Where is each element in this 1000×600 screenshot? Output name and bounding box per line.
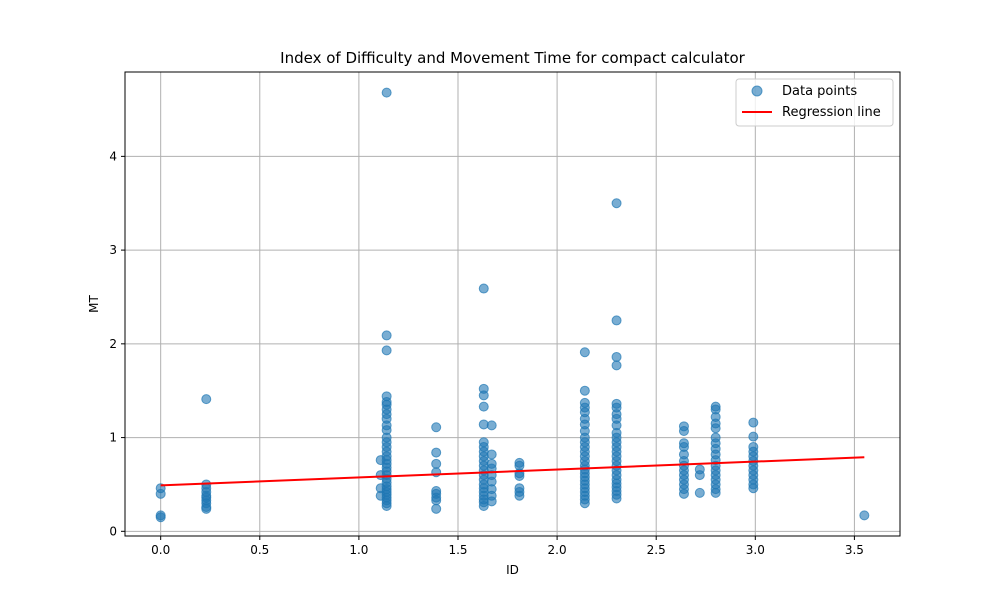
- data-point: [611, 198, 622, 209]
- data-point: [431, 447, 442, 458]
- y-tick-label: 4: [109, 149, 117, 163]
- data-point: [486, 420, 497, 431]
- x-tick-label: 0.0: [151, 543, 170, 557]
- data-point: [678, 421, 689, 432]
- data-point: [579, 397, 590, 408]
- y-tick-label: 1: [109, 431, 117, 445]
- data-point: [381, 330, 392, 341]
- grid: [125, 72, 900, 536]
- x-tick-label: 2.0: [548, 543, 567, 557]
- data-point: [694, 487, 705, 498]
- data-point: [478, 383, 489, 394]
- data-point: [678, 438, 689, 449]
- data-point: [155, 510, 166, 521]
- data-point: [579, 385, 590, 396]
- data-point: [694, 464, 705, 475]
- y-tick-label: 0: [109, 524, 117, 538]
- data-point: [381, 345, 392, 356]
- data-point: [611, 315, 622, 326]
- data-point: [486, 449, 497, 460]
- data-point: [478, 283, 489, 294]
- axis-ticks: 0.0 0.5 1.0 1.5 2.0 2.5 3.0 3.5 0 1 2 3 4: [109, 149, 864, 557]
- data-point: [431, 486, 442, 497]
- data-point: [859, 510, 870, 521]
- y-tick-label: 3: [109, 243, 117, 257]
- regression-line-group: [160, 456, 865, 487]
- regression-line: [160, 456, 865, 487]
- data-point: [201, 394, 212, 405]
- data-point: [431, 422, 442, 433]
- x-axis-label: ID: [506, 563, 519, 577]
- legend-box: [735, 78, 894, 127]
- legend-marker-data-points: [751, 85, 763, 97]
- plot-area-frame: [124, 71, 901, 537]
- data-point: [381, 87, 392, 98]
- data-point: [431, 503, 442, 514]
- x-tick-label: 1.5: [448, 543, 467, 557]
- data-point: [611, 398, 622, 409]
- x-tick-label: 2.5: [647, 543, 666, 557]
- chart-title: Index of Difficulty and Movement Time fo…: [280, 49, 745, 67]
- data-point: [611, 351, 622, 362]
- data-point: [710, 432, 721, 443]
- legend: Data points Regression line: [735, 78, 894, 127]
- y-tick-label: 2: [109, 337, 117, 351]
- data-point: [478, 401, 489, 412]
- data-point: [710, 401, 721, 412]
- x-tick-label: 1.0: [349, 543, 368, 557]
- data-points: [155, 87, 870, 523]
- data-point: [431, 458, 442, 469]
- x-tick-label: 3.0: [746, 543, 765, 557]
- data-point: [611, 360, 622, 371]
- data-point: [748, 441, 759, 452]
- data-point: [514, 457, 525, 468]
- data-point: [748, 431, 759, 442]
- x-tick-label: 0.5: [250, 543, 269, 557]
- legend-label-regression-line: Regression line: [782, 105, 881, 120]
- data-point: [579, 347, 590, 358]
- data-point: [486, 458, 497, 469]
- y-axis-label: MT: [87, 294, 101, 312]
- data-point: [748, 417, 759, 428]
- legend-label-data-points: Data points: [782, 84, 857, 99]
- data-point: [514, 483, 525, 494]
- data-point: [478, 437, 489, 448]
- x-tick-label: 3.5: [845, 543, 864, 557]
- data-point: [381, 391, 392, 402]
